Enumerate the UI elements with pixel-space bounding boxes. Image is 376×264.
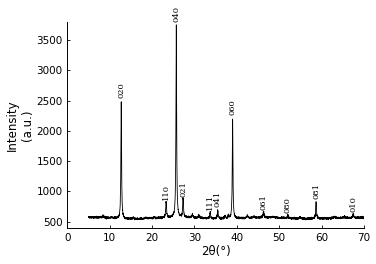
- Text: 021: 021: [179, 181, 187, 197]
- Y-axis label: Intensity
(a.u.): Intensity (a.u.): [6, 99, 33, 151]
- Text: 041: 041: [214, 191, 222, 207]
- Text: 080: 080: [284, 197, 292, 213]
- Text: 020: 020: [117, 83, 125, 98]
- Text: 060: 060: [229, 100, 237, 115]
- Text: 110: 110: [162, 184, 170, 200]
- Text: 061: 061: [259, 194, 267, 210]
- Text: 010: 010: [349, 196, 357, 212]
- Text: 081: 081: [312, 183, 320, 199]
- Text: 040: 040: [172, 6, 180, 22]
- X-axis label: 2θ(°): 2θ(°): [201, 246, 230, 258]
- Text: 111: 111: [206, 194, 214, 210]
